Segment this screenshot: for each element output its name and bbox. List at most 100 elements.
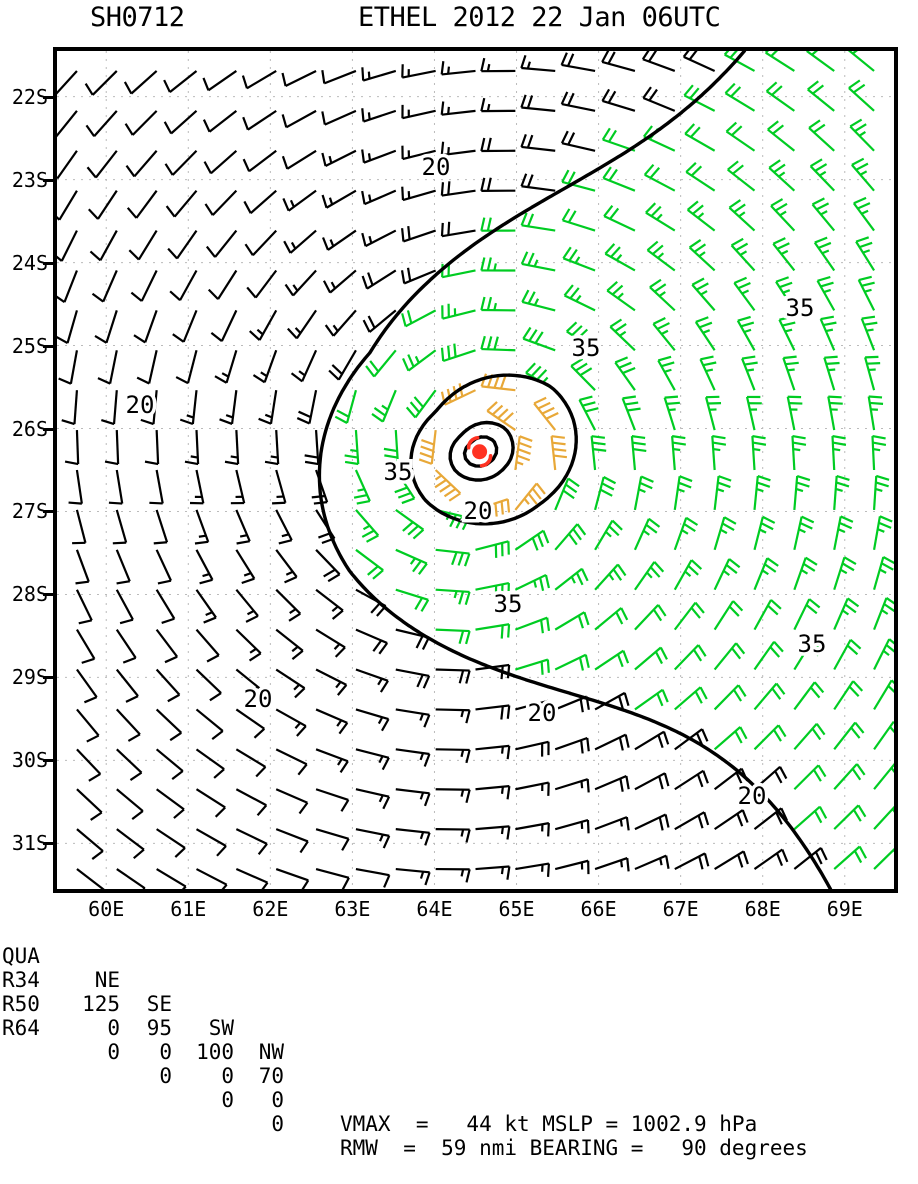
wind-barb [481,257,515,270]
wind-barb [316,749,348,772]
wind-barb [396,630,429,650]
contour-label: 35 [572,334,601,362]
wind-barb [635,562,663,590]
wind-barb [165,111,197,134]
wind-barb [834,640,860,670]
wind-barb [834,598,858,629]
wind-barb [522,252,555,271]
wind-barb [476,866,510,879]
wind-barb [771,199,794,230]
wind-barb [872,436,885,470]
wind-barb [476,705,510,719]
wind-barb [322,70,356,83]
wind-barb [481,98,515,111]
wind-barb [653,318,674,350]
wind-barb [105,430,118,464]
wind-barb [276,510,292,544]
wind-barb [675,518,698,550]
wind-barb [356,829,389,848]
wind-barb [595,858,629,871]
wind-barb [62,390,77,424]
wind-barb [284,231,316,253]
r64-sw-value: 0 [176,1088,234,1112]
wind-barb [522,174,556,191]
wind-barb [363,270,396,288]
wind-barb [436,749,470,763]
wind-barb [57,231,77,261]
wind-barb [57,71,77,96]
wind-barb [874,557,894,590]
wind-barb [197,550,213,583]
wind-barb [323,191,356,208]
wind-barb [316,630,345,657]
wind-barb [742,357,758,391]
wind-barb [856,237,874,270]
wind-barb [675,603,704,630]
wind-barb [874,598,894,630]
wind-barb [356,749,389,769]
wind-barb [747,397,762,430]
wind-barb [811,159,835,190]
contour-label: 20 [464,497,493,525]
table-row: R34 125 95 100 70 [0,944,918,968]
y-tick-label: 25S [0,334,48,358]
wind-barb-field [57,51,894,889]
wind-barb [322,111,356,125]
wind-barb [253,350,276,382]
wind-barb [515,575,549,591]
wind-barb [729,200,754,231]
wind-barb [297,390,316,423]
wind-barb [402,105,435,118]
wind-barb [809,120,834,150]
wind-barb [555,612,588,629]
wind-barb [794,517,813,550]
wind-barb [565,285,596,310]
wind-barb [109,470,122,504]
wind-barb [635,476,653,509]
wind-barb [635,690,668,710]
wind-barb [436,709,470,723]
header-sw: SW [176,1016,234,1040]
wind-barb [650,280,675,311]
wind-barb [834,847,866,870]
wind-barb [113,510,126,543]
y-tick-mark [43,842,53,845]
wind-barb [236,590,258,622]
wind-barb [515,436,532,470]
y-tick-mark [43,179,53,182]
wind-barb [665,397,680,430]
storm-center-symbol [469,438,491,466]
wind-barb [635,605,666,630]
wind-barb [149,470,162,503]
wind-barb [197,670,222,701]
wind-barb [834,805,865,829]
wind-barb [794,765,825,789]
wind-barb [715,517,736,550]
wind-barb [145,430,158,464]
wind-barb [605,244,635,271]
wind-barb [563,209,595,231]
wind-barb [117,550,130,584]
wind-barb [865,357,880,390]
wind-barb [362,108,396,121]
y-tick-mark [43,759,53,762]
wind-barb [834,723,863,750]
wind-barb [555,779,588,792]
wind-barb [635,815,669,831]
wind-barb [197,709,223,739]
wind-barb [515,783,548,796]
wind-barb [595,735,629,751]
wind-barb [76,550,89,584]
wind-barb [356,550,383,579]
wind-barb [134,310,157,342]
wind-barb [117,630,136,663]
wind-barb [675,812,708,829]
wind-barb [476,624,510,638]
wind-barb [265,430,278,464]
wind-barb [236,749,265,776]
wind-barb [220,390,237,424]
y-tick-mark [43,676,53,679]
wind-barb [834,557,856,589]
